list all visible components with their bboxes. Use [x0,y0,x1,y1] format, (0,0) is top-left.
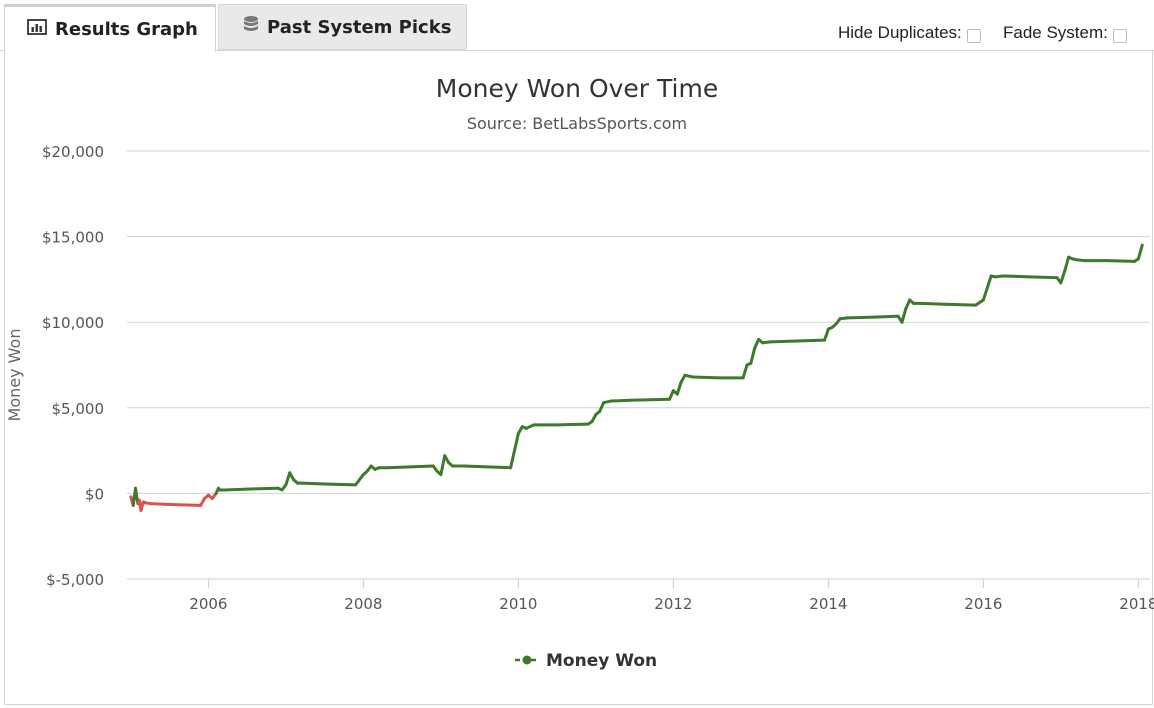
series-segment [675,380,683,396]
chart-title: Money Won Over Time [436,74,718,103]
series-segment [245,486,280,491]
series-segment [741,363,749,380]
database-icon [243,15,259,40]
series-segment [1063,255,1071,273]
tab-past-system-picks[interactable]: Past System Picks [218,4,467,50]
series-segment [485,465,513,470]
x-tick-label: 2012 [654,595,692,613]
hide-duplicates-label: Hide Duplicates: [838,23,962,42]
series-segment [873,314,900,319]
x-tick-label: 2010 [499,595,537,613]
series-segment [513,431,520,453]
series-segment [354,473,365,487]
y-tick-label: $20,000 [42,143,104,161]
series-segment [1059,269,1067,285]
series-segment [439,454,447,477]
series-segment [985,274,993,290]
series-segment [509,449,516,470]
y-axis: $-5,000 $0 $5,000 $10,000 $15,000 $20,000 [42,143,104,589]
y-tick-label: $5,000 [52,400,105,418]
y-tick-label: $-5,000 [46,571,104,589]
series-segment [749,346,757,365]
series-segment [1105,259,1136,263]
series-segment [323,482,358,487]
tab-results-label: Results Graph [55,19,198,40]
tab-results-graph[interactable]: Results Graph [4,4,216,52]
hide-duplicates-control: Hide Duplicates: [838,23,981,43]
y-axis-title: Money Won [5,329,24,422]
series-segment [974,298,985,307]
series-layer [129,243,1144,513]
chart-subtitle: Source: BetLabsSports.com [467,114,687,133]
y-tick-label: $0 [85,485,104,503]
series-segment [385,465,412,470]
series-segment [919,301,947,306]
series-segment [900,307,908,324]
series-segment [943,302,978,307]
series-segment [633,397,671,402]
series-segment [1028,275,1059,280]
bar-chart-icon [27,19,47,40]
series-segment [148,502,172,507]
chart-panel [4,51,1153,705]
series-segment [408,464,435,469]
x-axis: 2006 2008 2010 2012 2014 2016 2018 [127,578,1154,613]
legend[interactable]: Money Won [515,651,657,671]
legend-label: Money Won [546,651,657,671]
series-segment [609,398,637,403]
fade-system-checkbox[interactable] [1112,29,1127,43]
series-segment [1001,274,1032,279]
series-segment [222,487,249,492]
tab-divider [0,50,1154,51]
series-segment [299,481,327,486]
hide-duplicates-checkbox[interactable] [966,29,981,43]
x-tick-label: 2006 [189,595,227,613]
series-segment [598,401,606,413]
x-tick-label: 2018 [1119,595,1154,613]
x-tick-label: 2008 [344,595,382,613]
grid-lines [127,150,1150,494]
series-segment [981,286,989,302]
fade-system-label: Fade System: [1003,23,1108,42]
series-segment [691,375,722,380]
series-segment [462,464,489,469]
series-segment [284,471,292,487]
tab-picks-label: Past System Picks [267,16,452,38]
legend-marker [522,655,532,665]
x-tick-label: 2014 [809,595,847,613]
series-segment [795,338,826,343]
y-tick-label: $15,000 [42,229,104,247]
series-segment [555,422,590,427]
series-segment [1136,243,1144,261]
fade-system-control: Fade System: [1003,23,1127,43]
y-tick-label: $10,000 [42,314,104,332]
x-tick-label: 2016 [964,595,1002,613]
series-segment [768,339,799,344]
series-segment [168,503,203,507]
series-segment [846,315,877,320]
